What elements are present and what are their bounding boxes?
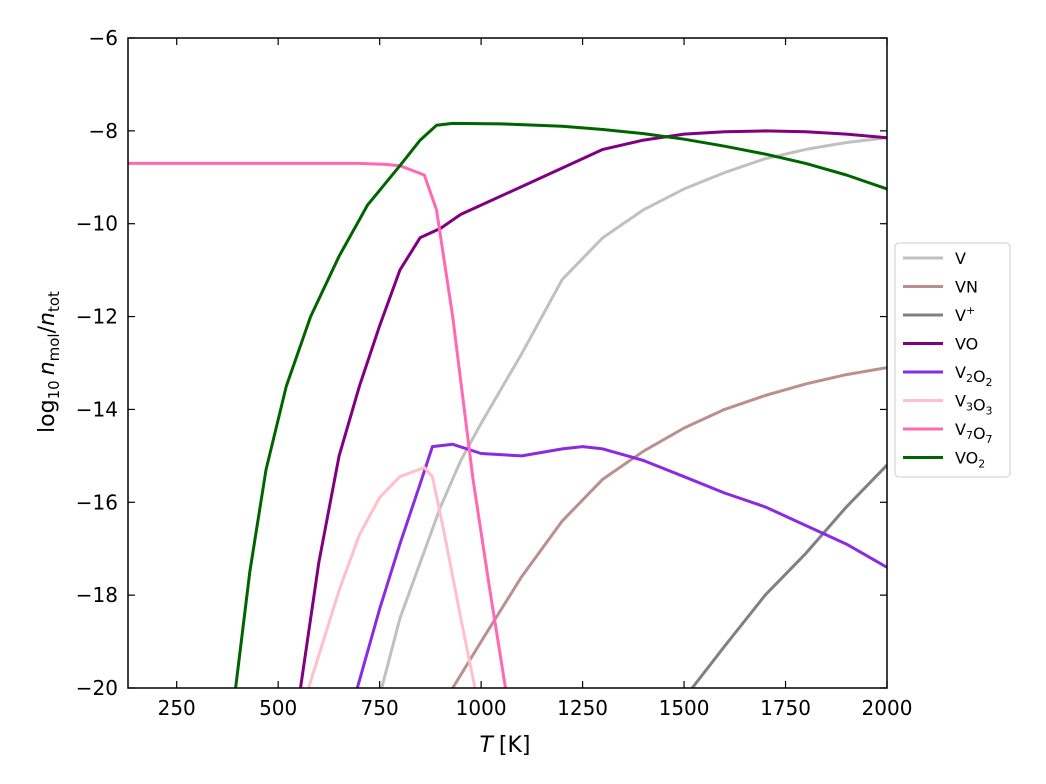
series-line-v	[380, 136, 887, 688]
legend-label-v2o2: V2O2	[955, 363, 993, 389]
y-axis: −20 −18 −16 −14 −12 −10 −8 −6	[76, 26, 887, 700]
y-tick-label: −8	[89, 119, 118, 143]
x-tick-label: 1250	[557, 696, 608, 720]
y-tick-label: −16	[76, 490, 118, 514]
x-tick-label: 1750	[760, 696, 811, 720]
y-tick-label: −6	[89, 26, 118, 50]
legend-label-vo2: VO2	[955, 449, 985, 471]
legend-label-v7o7: V7O7	[955, 420, 993, 446]
series-line-v-plus	[691, 464, 887, 688]
legend-label-vn: VN	[955, 278, 978, 297]
y-axis-label: log10nmol/ntot	[35, 291, 63, 433]
legend-frame	[894, 242, 1011, 478]
series-line-vo	[299, 129, 887, 688]
y-tick-label: −10	[76, 212, 118, 236]
series-line-v3o3	[307, 466, 477, 688]
x-tick-label: 500	[259, 696, 297, 720]
y-tick-label: −20	[76, 676, 118, 700]
legend-label-v: V	[955, 249, 966, 268]
series-line-v7o7	[128, 161, 507, 688]
x-axis-label: T [K]	[479, 733, 530, 758]
legend-label-v3o3: V3O3	[955, 392, 993, 418]
y-tick-label: −18	[76, 583, 118, 607]
x-tick-label: 1000	[456, 696, 507, 720]
legend-label-vo: VO	[955, 335, 978, 354]
series-layer	[128, 121, 887, 688]
legend-label-v-plus: V+	[955, 304, 975, 325]
x-tick-label: 250	[158, 696, 196, 720]
series-line-vo2	[234, 121, 887, 688]
series-line-v2o2	[355, 442, 887, 688]
x-axis: 250 500 750 1000 1250 1500 1750 2000	[158, 38, 913, 720]
x-tick-label: 1500	[659, 696, 710, 720]
plot-frame	[127, 37, 888, 689]
y-tick-label: −14	[76, 397, 118, 421]
series-line-vn	[451, 366, 887, 688]
x-tick-label: 2000	[862, 696, 913, 720]
y-tick-label: −12	[76, 305, 118, 329]
x-tick-label: 750	[361, 696, 399, 720]
